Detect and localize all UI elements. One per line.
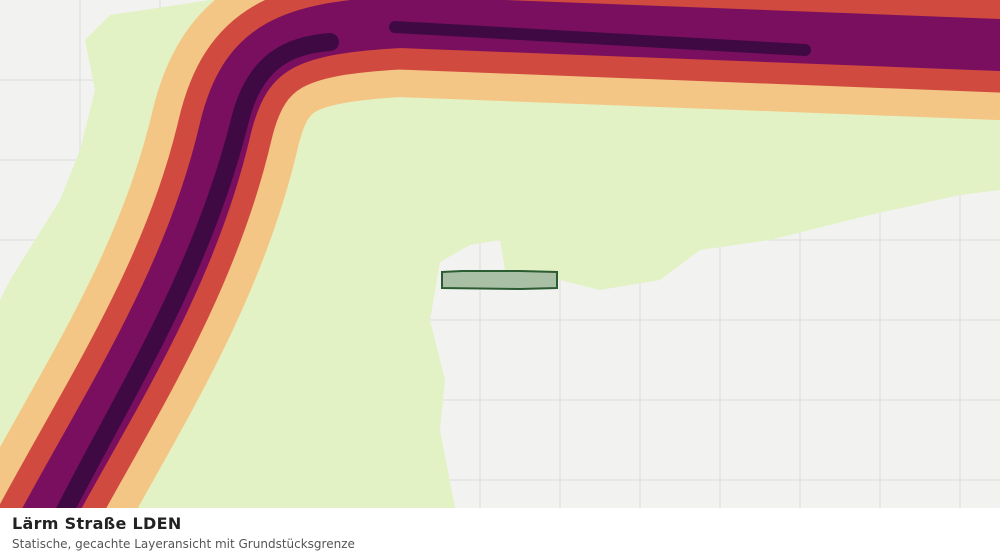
noise-map <box>0 0 1000 508</box>
caption: Lärm Straße LDEN Statische, gecachte Lay… <box>0 508 1000 560</box>
map-title: Lärm Straße LDEN <box>12 514 182 533</box>
road-noise-bands <box>0 0 1000 508</box>
map-subtitle: Statische, gecachte Layeransicht mit Gru… <box>12 537 355 551</box>
parcel-boundary <box>441 270 558 291</box>
